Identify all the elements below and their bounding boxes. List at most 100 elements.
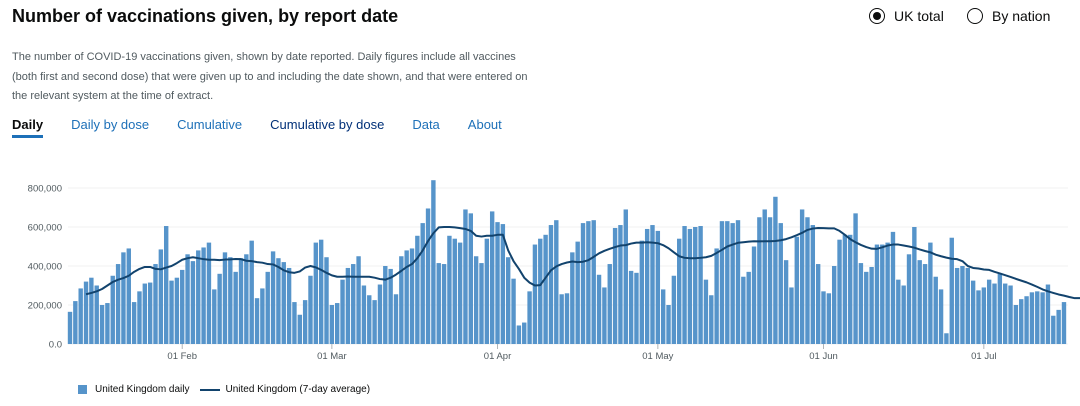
bar[interactable] (89, 277, 94, 344)
bar[interactable] (607, 264, 612, 344)
bar[interactable] (196, 250, 201, 344)
radio-uk-total[interactable]: UK total (869, 8, 944, 24)
bar[interactable] (73, 301, 78, 344)
bar[interactable] (121, 252, 126, 344)
bar[interactable] (372, 300, 377, 344)
bar[interactable] (190, 261, 196, 344)
bar[interactable] (169, 280, 174, 344)
bar[interactable] (741, 276, 746, 344)
bar[interactable] (83, 281, 89, 344)
bar[interactable] (67, 311, 73, 344)
bar[interactable] (564, 293, 570, 344)
bar[interactable] (575, 241, 580, 344)
bar[interactable] (383, 266, 388, 344)
bar[interactable] (206, 242, 212, 344)
bar[interactable] (393, 294, 399, 344)
bar[interactable] (671, 275, 677, 344)
bar[interactable] (644, 228, 650, 344)
bar[interactable] (751, 246, 757, 345)
bar[interactable] (441, 264, 447, 344)
bar[interactable] (794, 236, 799, 344)
bar[interactable] (976, 290, 981, 344)
bar[interactable] (538, 238, 543, 344)
bar[interactable] (228, 257, 233, 344)
bar[interactable] (1045, 284, 1051, 344)
bar[interactable] (244, 254, 249, 344)
bar[interactable] (126, 248, 131, 344)
bar[interactable] (815, 264, 821, 344)
bar[interactable] (158, 249, 164, 344)
bar[interactable] (821, 291, 826, 344)
bar[interactable] (409, 248, 415, 344)
bar[interactable] (163, 226, 169, 344)
bar[interactable] (222, 252, 228, 344)
bar[interactable] (703, 279, 709, 344)
bar[interactable] (912, 227, 917, 344)
bar[interactable] (361, 285, 367, 345)
tab-daily-by-dose[interactable]: Daily by dose (71, 117, 150, 132)
bar[interactable] (725, 221, 730, 344)
bar[interactable] (709, 295, 714, 344)
bar[interactable] (986, 279, 992, 344)
bar[interactable] (404, 250, 409, 344)
bar[interactable] (468, 213, 473, 344)
bar[interactable] (735, 220, 741, 344)
bar[interactable] (559, 294, 564, 344)
bar[interactable] (869, 266, 874, 344)
bar[interactable] (1056, 309, 1061, 344)
bar[interactable] (137, 291, 142, 344)
bar[interactable] (249, 240, 254, 344)
bar[interactable] (693, 227, 698, 344)
bar[interactable] (831, 266, 837, 344)
bar[interactable] (783, 260, 789, 344)
bar[interactable] (270, 251, 276, 344)
bar[interactable] (586, 221, 591, 344)
bar[interactable] (1040, 292, 1045, 344)
bar[interactable] (457, 242, 463, 344)
bar[interactable] (212, 289, 217, 344)
bar[interactable] (110, 275, 115, 344)
bar[interactable] (864, 271, 869, 344)
bar[interactable] (778, 223, 783, 344)
bar[interactable] (997, 273, 1003, 344)
bar[interactable] (153, 264, 158, 344)
bar[interactable] (623, 209, 628, 344)
bar[interactable] (516, 325, 522, 344)
bar[interactable] (420, 223, 425, 344)
bar[interactable] (297, 314, 302, 344)
bar[interactable] (933, 276, 938, 344)
bar[interactable] (543, 234, 548, 344)
bar[interactable] (527, 291, 532, 344)
bar[interactable] (628, 270, 634, 344)
bar[interactable] (677, 238, 682, 344)
bar[interactable] (356, 256, 361, 344)
bar[interactable] (767, 217, 773, 344)
radio-selected-icon[interactable] (869, 8, 885, 24)
bar[interactable] (634, 272, 639, 344)
bar[interactable] (858, 263, 864, 344)
bar[interactable] (415, 235, 420, 344)
bar[interactable] (789, 287, 794, 344)
bar[interactable] (773, 196, 778, 344)
bar[interactable] (388, 268, 393, 344)
bar[interactable] (570, 252, 575, 344)
bar[interactable] (928, 242, 933, 344)
bar[interactable] (436, 263, 441, 344)
bar[interactable] (105, 303, 110, 344)
bar[interactable] (500, 224, 506, 344)
bar[interactable] (324, 257, 329, 344)
bar[interactable] (655, 230, 661, 344)
bar[interactable] (853, 213, 858, 344)
bar[interactable] (596, 274, 602, 344)
bar[interactable] (922, 264, 928, 344)
bar[interactable] (618, 225, 623, 344)
bar[interactable] (901, 285, 906, 345)
bar[interactable] (682, 226, 687, 344)
bar[interactable] (944, 333, 949, 344)
bar[interactable] (1051, 315, 1056, 344)
bar[interactable] (276, 258, 281, 344)
bar[interactable] (981, 287, 987, 344)
bar[interactable] (522, 322, 527, 344)
bar[interactable] (367, 295, 372, 344)
bar[interactable] (837, 239, 842, 344)
